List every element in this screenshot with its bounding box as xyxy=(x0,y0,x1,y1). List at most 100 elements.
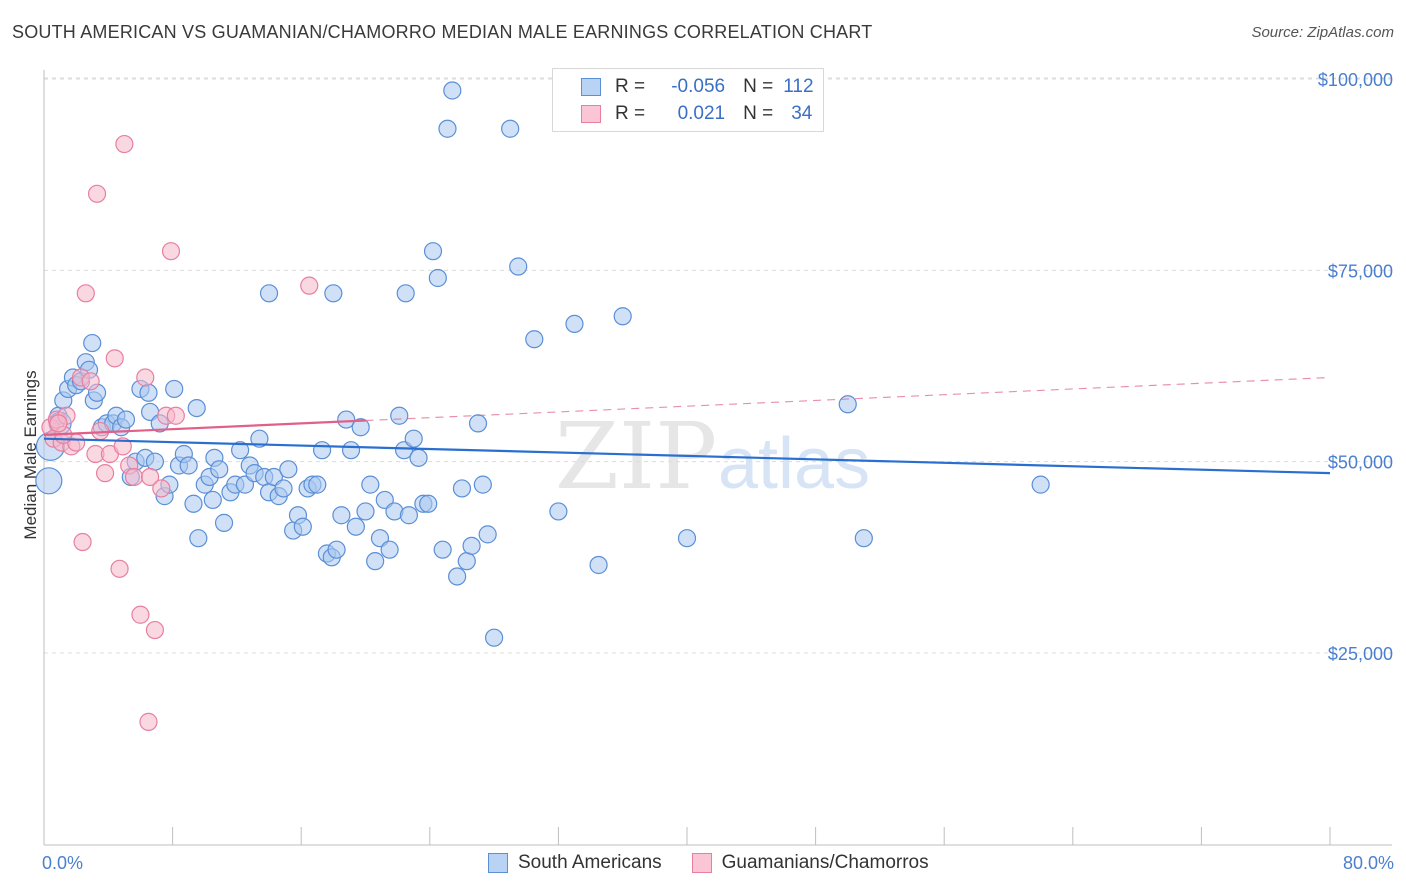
south-american-point xyxy=(1031,475,1050,494)
y-tick-label: $100,000 xyxy=(1318,70,1393,90)
legend-swatch-pink xyxy=(581,105,601,123)
guamanian-point xyxy=(145,620,165,640)
south-american-point xyxy=(396,284,415,303)
south-american-point xyxy=(433,540,452,559)
south-american-point xyxy=(324,284,343,303)
guamanian-point xyxy=(152,479,171,498)
south-american-point xyxy=(308,475,327,494)
guamanian-point xyxy=(140,467,160,487)
y-tick-label: $75,000 xyxy=(1328,261,1393,281)
south-american-point xyxy=(854,529,873,548)
guamanian-point xyxy=(87,184,107,203)
south-american-point xyxy=(361,475,380,494)
south-american-point xyxy=(390,406,409,425)
guamanian-point xyxy=(110,559,129,578)
guamanian-point xyxy=(139,712,158,731)
south-american-point xyxy=(189,529,208,548)
stats-legend: R = -0.056 N = 112 R = 0.021 N = 34 xyxy=(552,68,824,132)
south-american-point xyxy=(83,333,102,353)
legend-row-guamanians: R = 0.021 N = 34 xyxy=(581,101,812,127)
series-legend: South Americans Guamanians/Chamorros xyxy=(488,852,959,874)
south-american-point xyxy=(501,119,520,138)
guamanian-point xyxy=(300,276,319,295)
south-american-point xyxy=(677,529,697,548)
south-american-point xyxy=(250,429,269,448)
south-american-point xyxy=(462,536,481,555)
legend-swatch-blue xyxy=(581,78,601,96)
south-american-point xyxy=(509,257,528,276)
series-label-south-americans: South Americans xyxy=(518,852,662,873)
south-american-point xyxy=(184,494,203,513)
south-american-point xyxy=(452,479,472,498)
south-american-point xyxy=(419,494,438,513)
south-american-point xyxy=(187,398,206,418)
south-american-point xyxy=(589,555,608,575)
series-label-guamanians: Guamanians/Chamorros xyxy=(721,852,929,873)
y-axis-label: Median Male Earnings xyxy=(21,370,40,539)
guamanian-point xyxy=(166,406,185,425)
south-american-point xyxy=(549,502,568,521)
legend-row-south-americans: R = -0.056 N = 112 xyxy=(581,74,814,100)
south-american-point xyxy=(356,502,375,521)
south-american-point xyxy=(428,268,447,288)
legend-n-value: 34 xyxy=(791,103,813,124)
south-american-point xyxy=(327,540,346,559)
south-american-point xyxy=(409,448,428,467)
south-american-point xyxy=(214,513,234,532)
south-american-point xyxy=(259,284,279,303)
south-american-point xyxy=(139,383,158,402)
south-american-point xyxy=(565,314,584,334)
guamanian-point xyxy=(124,467,144,487)
guamanian-point xyxy=(81,372,100,391)
legend-n-value: 112 xyxy=(783,76,814,97)
south-american-point xyxy=(346,517,365,536)
south-american-point xyxy=(274,479,293,498)
legend-n-label: N = xyxy=(743,103,774,124)
south-american-point xyxy=(613,307,632,326)
south-american-point xyxy=(279,460,298,479)
south-american-point xyxy=(145,452,165,471)
x-tick-label: 80.0% xyxy=(1343,853,1394,873)
south-american-point xyxy=(332,506,351,525)
trendline-guamanians-solid xyxy=(43,419,366,436)
guamanian-point xyxy=(113,437,132,456)
guamanian-point xyxy=(76,284,95,303)
south-american-point xyxy=(203,490,222,510)
guamanian-point xyxy=(105,349,124,368)
y-tick-label: $25,000 xyxy=(1328,644,1393,664)
south-american-point xyxy=(478,525,497,544)
guamanian-point xyxy=(49,414,68,433)
south-american-point xyxy=(448,567,467,586)
south-american-point xyxy=(351,418,370,437)
south-american-point xyxy=(179,456,198,475)
legend-r-value: -0.056 xyxy=(671,76,726,97)
south-american-point xyxy=(473,475,492,494)
series-swatch-blue xyxy=(488,853,508,873)
trendline-south-americans xyxy=(43,437,1331,475)
south-american-point xyxy=(525,330,544,349)
series-legend-south-americans: South Americans xyxy=(488,852,662,874)
south-american-point xyxy=(337,410,356,429)
source-label: Source: ZipAtlas.com xyxy=(1251,24,1394,41)
series-swatch-pink xyxy=(691,853,712,873)
legend-r-value: 0.021 xyxy=(677,103,726,124)
guamanian-point xyxy=(131,605,150,624)
south-american-point xyxy=(457,552,476,571)
guamanian-point xyxy=(161,242,181,261)
south-american-point xyxy=(341,441,361,460)
south-american-point xyxy=(838,395,857,414)
chart-title: SOUTH AMERICAN VS GUAMANIAN/CHAMORRO MED… xyxy=(12,22,873,42)
series-legend-guamanians: Guamanians/Chamorros xyxy=(691,852,929,874)
south-american-point xyxy=(312,441,332,460)
guamanian-point xyxy=(115,134,134,154)
x-tick-label: 0.0% xyxy=(42,853,83,873)
south-american-point xyxy=(231,441,250,460)
south-american-point xyxy=(485,628,504,647)
legend-n-label: N = xyxy=(743,76,774,97)
south-american-point xyxy=(116,410,136,429)
legend-r-label: R = xyxy=(615,76,646,97)
south-american-point xyxy=(404,429,423,448)
guamanian-point xyxy=(136,368,155,387)
watermark-atlas: atlas xyxy=(718,424,870,504)
south-american-point xyxy=(366,552,385,571)
